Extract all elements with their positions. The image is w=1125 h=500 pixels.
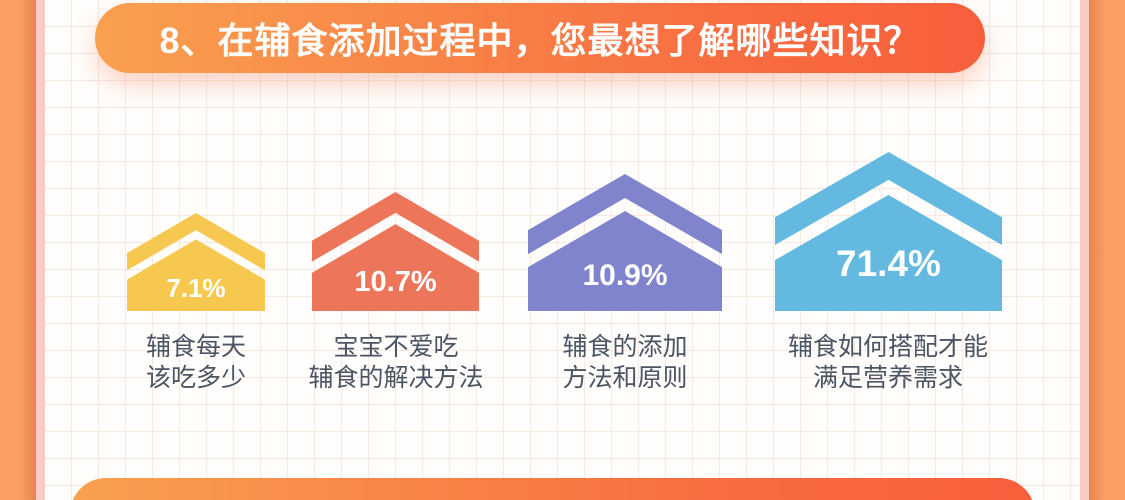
house-shape-icon [528,174,722,311]
category-label-line: 辅食的添加 [562,333,688,361]
house-shape-icon [127,213,265,311]
right-page-rail [1089,0,1125,500]
category-label-1: 辅食每天 该吃多少 [46,332,346,394]
house-marker-3: 10.9% [528,174,722,311]
left-page-rail-inner [36,0,45,500]
category-label-line: 该吃多少 [145,364,246,392]
category-label-4: 辅食如何搭配才能 满足营养需求 [738,332,1038,394]
value-label: 10.9% [582,258,668,292]
category-label-3: 辅食的添加 方法和原则 [475,332,775,394]
house-marker-1: 7.1% [127,213,265,311]
left-page-rail [0,0,36,500]
next-question-title-partial: 9、您平时主要通过哪些渠道获取辅食喂养知识？ [138,493,893,500]
value-label: 71.4% [836,242,941,284]
house-marker-2: 10.7% [312,192,479,311]
category-label-line: 辅食每天 [145,333,246,361]
house-marker-4: 71.4% [775,152,1002,311]
category-label-line: 方法和原则 [562,364,688,392]
category-label-line: 满足营养需求 [812,364,963,392]
value-label: 7.1% [166,272,226,303]
question-header: 8、在辅食添加过程中，您最想了解哪些知识？ [95,3,985,73]
category-label-2: 宝宝不爱吃 辅食的解决方法 [246,332,546,394]
value-label: 10.7% [354,265,437,298]
house-shape-icon [775,152,1002,311]
right-page-rail-inner [1080,0,1089,500]
next-question-header: 9、您平时主要通过哪些渠道获取辅食喂养知识？ [70,478,1035,500]
question-title: 8、在辅食添加过程中，您最想了解哪些知识？ [159,20,921,61]
house-shape-icon [312,192,479,311]
category-label-line: 辅食如何搭配才能 [787,333,988,361]
category-label-line: 辅食的解决方法 [308,364,484,392]
category-label-line: 宝宝不爱吃 [333,333,459,361]
